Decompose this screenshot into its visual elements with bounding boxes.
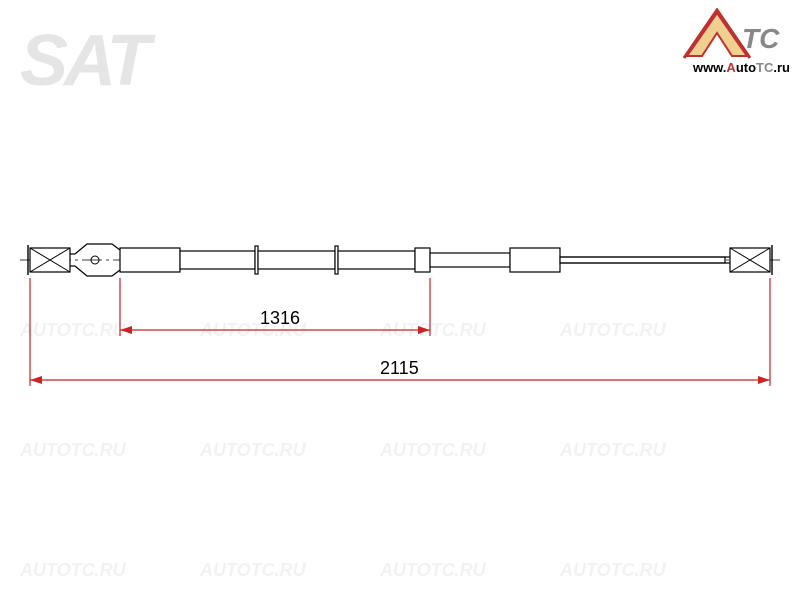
technical-drawing: 1316 2115 <box>0 0 800 600</box>
dimension-label: 2115 <box>380 358 419 378</box>
dimension-label: 1316 <box>260 308 300 328</box>
